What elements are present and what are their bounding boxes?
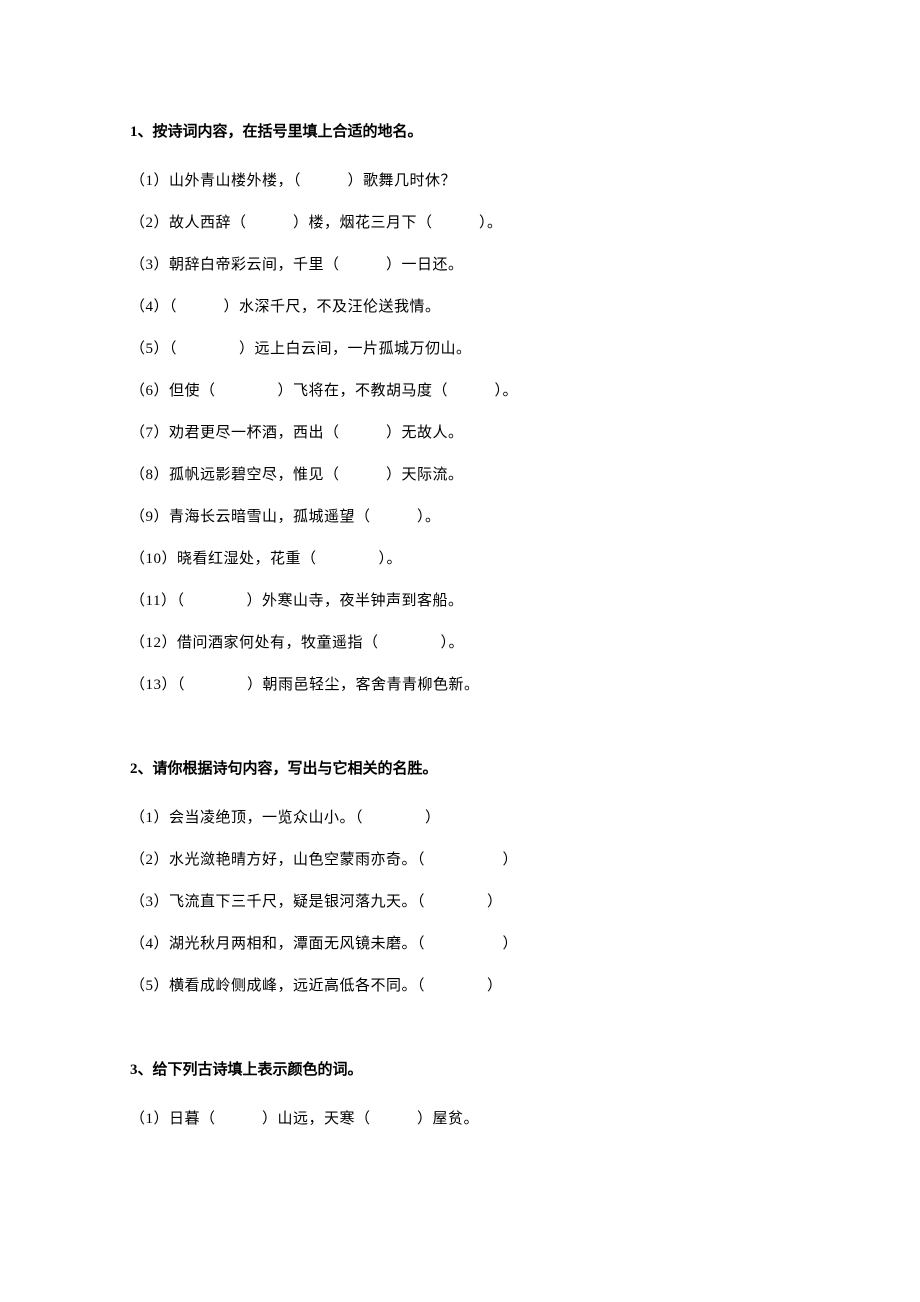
section-1: 1、按诗词内容，在括号里填上合适的地名。 （1）山外青山楼外楼，（ ）歌舞几时休… [130,120,790,697]
question-item: （11）（ ）外寒山寺，夜半钟声到客船。 [130,589,790,613]
section-2: 2、请你根据诗句内容，写出与它相关的名胜。 （1）会当凌绝顶，一览众山小。（ ）… [130,757,790,998]
question-item: （8）孤帆远影碧空尽，惟见（ ）天际流。 [130,463,790,487]
question-item: （12）借问酒家何处有，牧童遥指（ ）。 [130,631,790,655]
question-item: （1）会当凌绝顶，一览众山小。（ ） [130,806,790,830]
question-item: （1）日暮（ ）山远，天寒（ ）屋贫。 [130,1107,790,1131]
question-item: （3）飞流直下三千尺，疑是银河落九天。（ ） [130,890,790,914]
question-item: （9）青海长云暗雪山，孤城遥望（ ）。 [130,505,790,529]
question-item: （4）（ ）水深千尺，不及汪伦送我情。 [130,295,790,319]
section-1-title: 1、按诗词内容，在括号里填上合适的地名。 [130,120,790,141]
question-item: （5）横看成岭侧成峰，远近高低各不同。（ ） [130,974,790,998]
question-item: （2）故人西辞（ ）楼，烟花三月下（ ）。 [130,211,790,235]
question-item: （5）（ ）远上白云间，一片孤城万仞山。 [130,337,790,361]
question-item: （7）劝君更尽一杯酒，西出（ ）无故人。 [130,421,790,445]
section-3-title: 3、给下列古诗填上表示颜色的词。 [130,1058,790,1079]
section-3: 3、给下列古诗填上表示颜色的词。 （1）日暮（ ）山远，天寒（ ）屋贫。 [130,1058,790,1131]
question-item: （3）朝辞白帝彩云间，千里（ ）一日还。 [130,253,790,277]
question-item: （1）山外青山楼外楼，（ ）歌舞几时休？ [130,169,790,193]
question-item: （2）水光潋艳晴方好，山色空蒙雨亦奇。（ ） [130,848,790,872]
question-item: （13）（ ）朝雨邑轻尘，客舍青青柳色新。 [130,673,790,697]
question-item: （10）晓看红湿处，花重（ ）。 [130,547,790,571]
question-item: （6）但使（ ）飞将在，不教胡马度（ ）。 [130,379,790,403]
question-item: （4）湖光秋月两相和，潭面无风镜未磨。（ ） [130,932,790,956]
section-2-title: 2、请你根据诗句内容，写出与它相关的名胜。 [130,757,790,778]
